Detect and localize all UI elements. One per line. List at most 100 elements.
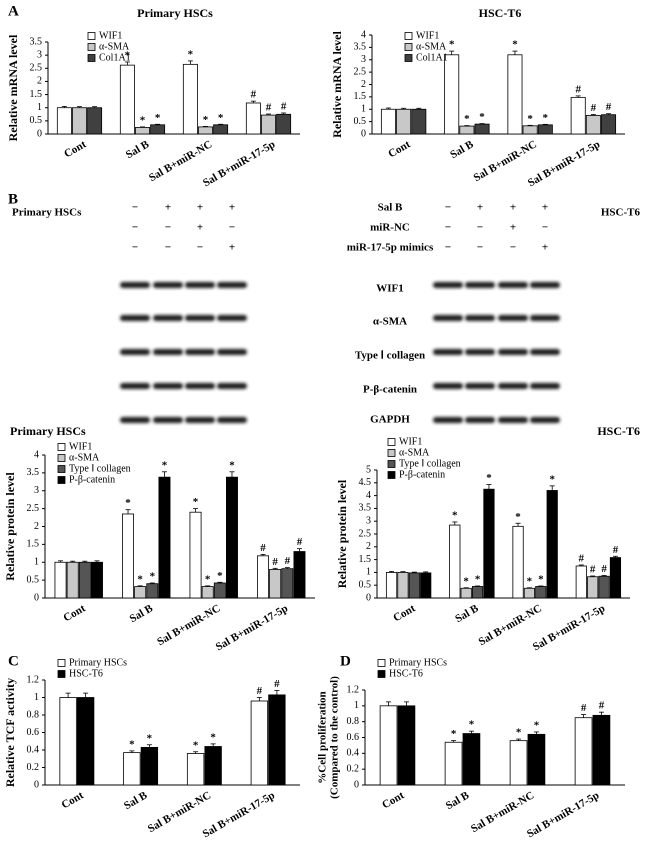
- bar: [198, 126, 213, 135]
- chart-title: Primary HSCs: [137, 6, 213, 20]
- y-tick-label: 4: [34, 449, 39, 460]
- legend-label: HSC-T6: [389, 668, 423, 679]
- bar: [66, 561, 79, 599]
- blot-band: [433, 349, 463, 355]
- x-tick-label: Sal B: [128, 602, 156, 625]
- significance-label: *: [451, 728, 457, 740]
- y-tick-label: 4: [366, 490, 371, 501]
- blot-band: [465, 315, 495, 321]
- y-tick-label: 3: [37, 49, 42, 60]
- bar: [527, 733, 546, 786]
- significance-label: *: [147, 732, 153, 744]
- y-tick-label: 2: [37, 76, 42, 87]
- legend-label: α-SMA: [416, 41, 447, 52]
- blot-band: [433, 383, 463, 389]
- legend-label: Type Ⅰ collagen: [69, 463, 131, 474]
- legend-label: P-β-catenin: [399, 469, 445, 480]
- x-tick-label: Sal B: [124, 138, 152, 161]
- blot-band: [153, 349, 183, 355]
- panel-label: D: [340, 653, 351, 669]
- x-tick-label: Sal B+miR-17-5p: [525, 789, 601, 840]
- condition-sign: −: [510, 242, 516, 254]
- blot-title: HSC-T6: [601, 207, 641, 219]
- legend-swatch: [87, 32, 96, 40]
- blot-band: [433, 315, 463, 321]
- legend-swatch: [404, 43, 413, 51]
- significance-label: *: [543, 112, 549, 124]
- bar: [609, 557, 622, 599]
- bar: [379, 705, 398, 786]
- significance-label: #: [272, 556, 278, 568]
- legend-label: α-SMA: [99, 41, 130, 52]
- legend-label: P-β-catenin: [69, 474, 115, 485]
- condition-sign: −: [132, 202, 138, 214]
- bar: [592, 714, 611, 786]
- y-tick-label: 0.5: [354, 116, 367, 127]
- bar: [585, 115, 601, 135]
- significance-label: *: [217, 570, 223, 582]
- legend-label: Type Ⅰ collagen: [399, 458, 461, 469]
- x-tick-label: Cont: [60, 789, 86, 811]
- legend-swatch: [387, 471, 396, 479]
- significance-label: *: [475, 573, 481, 585]
- significance-label: *: [469, 719, 475, 731]
- blot-band: [120, 383, 150, 389]
- condition-sign: +: [197, 202, 203, 214]
- x-tick-label: Sal B+miR-17-5p: [201, 789, 277, 840]
- y-tick-label: 0.5: [30, 115, 43, 126]
- y-axis-label: Relative mRNA level: [6, 34, 20, 141]
- legend-swatch: [387, 449, 396, 457]
- significance-label: #: [613, 544, 619, 556]
- legend-swatch: [57, 454, 66, 462]
- legend-swatch: [387, 460, 396, 468]
- blot-band: [217, 383, 247, 389]
- bar: [512, 525, 524, 599]
- significance-label: *: [549, 473, 555, 485]
- bar: [245, 102, 261, 135]
- y-tick-label: 0.8: [347, 716, 360, 727]
- y-tick-label: 3.5: [30, 36, 43, 47]
- y-tick-label: 1: [354, 700, 359, 711]
- x-tick-label: Sal B+miR-17-5p: [526, 138, 602, 189]
- y-axis-label: Relative mRNA level: [330, 31, 344, 138]
- y-tick-label: 0.6: [27, 727, 40, 738]
- x-tick-label: Sal B: [122, 789, 150, 812]
- legend-label: WIF1: [99, 30, 122, 41]
- y-tick-label: 0.2: [347, 763, 360, 774]
- bar: [135, 127, 150, 135]
- bar: [397, 572, 409, 599]
- significance-label: *: [150, 571, 156, 583]
- significance-label: #: [297, 536, 303, 548]
- bar: [123, 752, 141, 786]
- y-tick-label: 2: [34, 521, 39, 532]
- bar: [54, 561, 67, 599]
- bar: [574, 717, 593, 786]
- bar: [158, 476, 171, 599]
- blot-band: [120, 417, 150, 423]
- bar: [420, 572, 432, 599]
- blot-band: [498, 315, 528, 321]
- significance-label: #: [257, 685, 263, 697]
- y-tick-label: 3: [361, 54, 366, 65]
- condition-name: miR-NC: [370, 222, 410, 234]
- y-axis-label: (Compared to the control): [329, 676, 341, 799]
- blot-band: [217, 282, 247, 288]
- significance-label: *: [155, 112, 161, 124]
- y-tick-label: 0.8: [27, 709, 40, 720]
- protein-name: GAPDH: [370, 414, 410, 426]
- significance-label: *: [534, 719, 540, 731]
- bar: [72, 107, 87, 135]
- condition-sign: +: [542, 202, 548, 214]
- y-tick-label: 2: [366, 541, 371, 552]
- legend-swatch: [57, 659, 66, 667]
- significance-label: *: [125, 50, 131, 62]
- bar: [509, 740, 528, 786]
- bar: [598, 575, 610, 599]
- significance-label: *: [193, 739, 199, 751]
- blot-band: [153, 282, 183, 288]
- blot-band: [217, 417, 247, 423]
- y-tick-label: 0: [366, 592, 371, 603]
- y-tick-label: 0: [361, 128, 366, 139]
- y-tick-label: 3.5: [27, 467, 40, 478]
- bar: [257, 555, 270, 599]
